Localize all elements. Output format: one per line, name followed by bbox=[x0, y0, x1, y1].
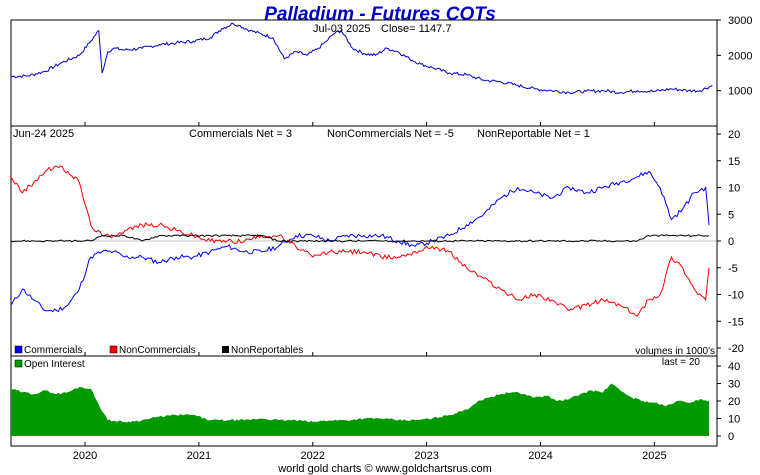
year-label: 2022 bbox=[301, 450, 325, 462]
cot-y-tick-label: -15 bbox=[728, 316, 744, 328]
cot-y-tick-label: -5 bbox=[728, 263, 738, 275]
oi-y-tick-label: 20 bbox=[728, 396, 740, 408]
volumes-note: volumes in 1000's bbox=[635, 346, 715, 357]
year-label: 2024 bbox=[528, 450, 552, 462]
series-commercials-line bbox=[10, 170, 710, 313]
price-y-tick-label: 3000 bbox=[728, 15, 752, 27]
oi-y-tick-label: 0 bbox=[728, 431, 734, 443]
noncommercials-net: NonCommercials Net = -5 bbox=[327, 128, 454, 140]
oi-y-tick-label: 10 bbox=[728, 414, 740, 426]
legend-noncommercials-swatch bbox=[109, 345, 118, 354]
open-interest-area bbox=[11, 383, 709, 436]
cot-y-tick-label: 15 bbox=[728, 156, 740, 168]
cot-y-tick-label: 20 bbox=[728, 129, 740, 141]
cot-y-tick-label: 5 bbox=[728, 209, 734, 221]
legend-noncommercials: NonCommercials bbox=[119, 345, 196, 356]
price-date: Jul-03 2025 bbox=[313, 23, 371, 35]
cot-date: Jun-24 2025 bbox=[13, 128, 74, 140]
cot-y-tick-label: -10 bbox=[728, 290, 744, 302]
price-y-tick-label: 2000 bbox=[728, 50, 752, 62]
cot-y-tick-label: -20 bbox=[728, 343, 744, 355]
legend-commercials: Commercials bbox=[24, 345, 82, 356]
oi-y-tick-label: 40 bbox=[728, 361, 740, 373]
legend-nonreportables: NonReportables bbox=[231, 345, 303, 356]
year-label: 2023 bbox=[414, 450, 438, 462]
oi-y-tick-label: 30 bbox=[728, 379, 740, 391]
year-label: 2025 bbox=[642, 450, 666, 462]
series-nonreportables-line bbox=[10, 234, 710, 243]
footer-credit: world gold charts © www.goldchartsrus.co… bbox=[277, 463, 492, 475]
price-line bbox=[11, 22, 713, 95]
commercials-net: Commercials Net = 3 bbox=[189, 128, 292, 140]
legend-nonreportables-swatch bbox=[222, 346, 229, 353]
series-noncommercials-line bbox=[10, 165, 710, 317]
legend-open-interest: Open Interest bbox=[24, 359, 85, 370]
cot-y-tick-label: 10 bbox=[728, 183, 740, 195]
last-value: last = 20 bbox=[662, 357, 701, 368]
cot-y-tick-label: 0 bbox=[728, 236, 734, 248]
price-close: Close= 1147.7 bbox=[381, 23, 451, 35]
year-label: 2021 bbox=[187, 450, 211, 462]
price-y-tick-label: 1000 bbox=[728, 86, 752, 98]
year-label: 2020 bbox=[73, 450, 97, 462]
nonreportable-net: NonReportable Net = 1 bbox=[477, 128, 590, 140]
chart-title: Palladium - Futures COTs bbox=[264, 4, 496, 25]
legend-commercials-swatch bbox=[14, 345, 23, 354]
price-panel bbox=[10, 19, 718, 127]
legend-open-interest-swatch bbox=[14, 359, 23, 368]
